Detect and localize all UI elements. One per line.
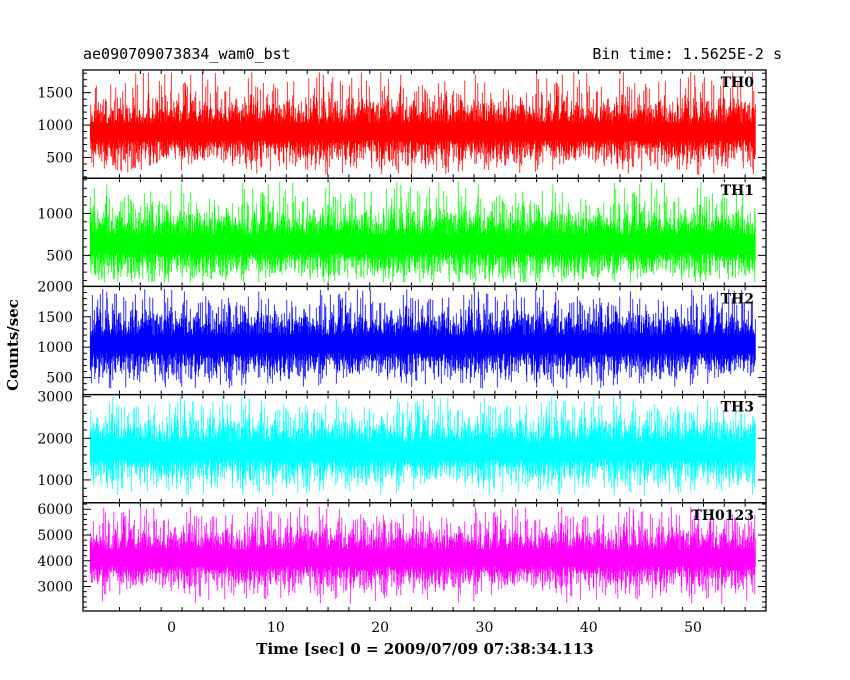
series-th3 [89,396,756,496]
series-th2 [89,288,756,389]
x-tick-label: 10 [267,620,285,636]
y-tick-label: 2000 [37,431,73,447]
x-tick-label: 50 [684,620,702,636]
bin-time-label: Bin time: 1.5625E-2 s [592,45,782,63]
y-tick-label: 3000 [37,580,73,596]
y-tick-label: 1000 [37,118,73,134]
x-axis: 0 10 20 30 40 50 [167,620,702,636]
y-tick-label: 5000 [37,528,73,544]
panel-label-th1: TH1 [721,183,754,199]
y-tick-label: 500 [46,248,73,264]
y-axis-title: Counts/sec [4,299,22,391]
y-tick-label: 1000 [37,206,73,222]
chart-title: ae090709073834_wam0_bst [83,45,291,63]
panel-label-th0123: TH0123 [691,508,754,524]
panel-th2: 500 1000 1500 2000 TH2 [37,279,767,396]
y-tick-label: 1500 [37,86,73,102]
panel-th0: 500 1000 1500 TH0 [37,69,767,179]
panel-label-th2: TH2 [721,291,754,307]
panel-label-th0: TH0 [721,75,755,91]
series-th0 [89,72,756,175]
x-tick-label: 20 [371,620,389,636]
y-tick-label: 1000 [37,473,73,489]
y-tick-label: 4000 [37,554,73,570]
x-tick-label: 30 [476,620,494,636]
x-tick-label: 40 [580,620,598,636]
y-tick-label: 500 [46,150,73,166]
y-tick-label: 1500 [37,310,73,326]
y-tick-label: 500 [46,371,73,387]
x-tick-label: 0 [167,620,176,636]
x-axis-title: Time [sec] 0 = 2009/07/09 07:38:34.113 [256,640,593,658]
panel-th3: 1000 2000 3000 TH3 [37,390,767,504]
panel-th1: 500 1000 TH1 [37,177,767,288]
panels: 500 1000 1500 TH0 500 1000 TH1 500 1000 1500 2000 T… [37,69,767,612]
y-tick-label: 2000 [37,279,73,295]
y-tick-label: 3000 [37,390,73,406]
panel-th0123: 3000 4000 5000 6000 TH0123 [37,502,767,612]
series-th1 [89,181,756,283]
y-tick-label: 6000 [37,502,73,518]
series-th0123 [89,506,756,604]
panel-frame [82,502,767,612]
y-tick-label: 1000 [37,340,73,356]
panel-label-th3: TH3 [721,400,754,416]
